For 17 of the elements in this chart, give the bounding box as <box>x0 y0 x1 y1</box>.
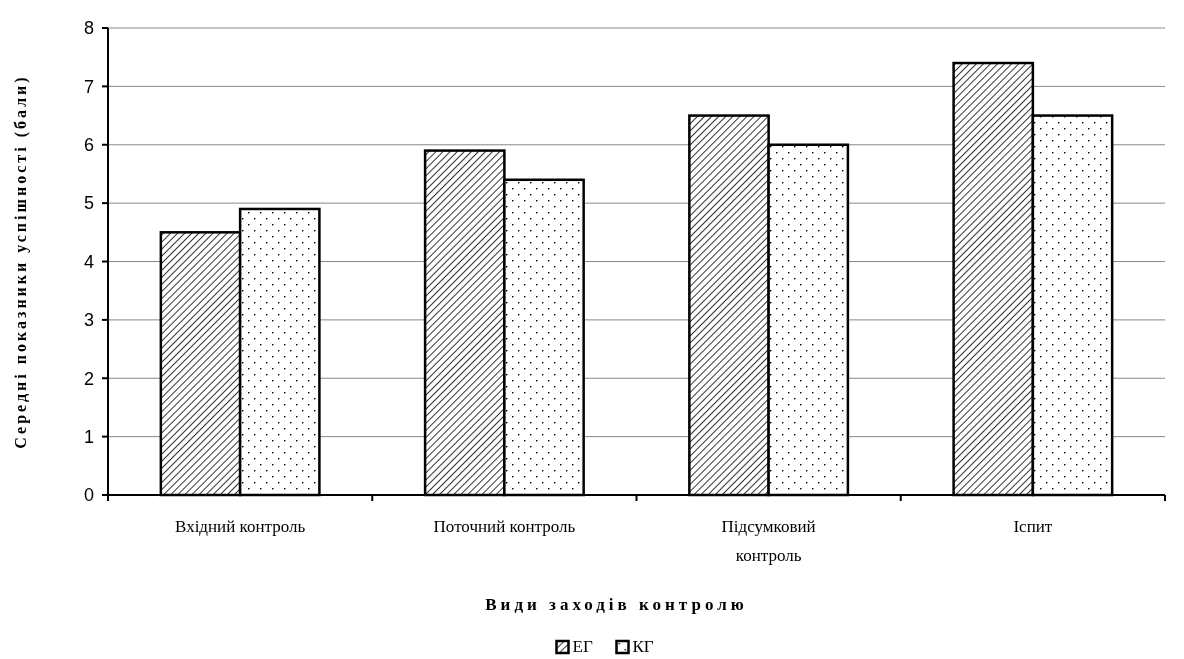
y-tick-label: 0 <box>83 485 94 506</box>
legend-label: КГ <box>632 637 654 656</box>
y-tick-label: 4 <box>83 251 94 272</box>
x-tick-label: Іспит <box>1013 517 1053 536</box>
x-axis-title: Види заходів контролю <box>485 595 748 614</box>
y-tick-label: 7 <box>83 76 94 97</box>
y-tick-label: 6 <box>83 135 94 156</box>
y-axis-title: Середні показники успішності (бали) <box>12 74 30 449</box>
y-tick-label: 8 <box>83 18 94 39</box>
x-tick-label: Підсумковий контроль <box>721 517 816 565</box>
legend-label: ЕГ <box>572 637 593 656</box>
y-tick-label: 1 <box>83 426 94 447</box>
x-tick-label: Поточний контроль <box>433 517 576 536</box>
x-tick-label: Вхідний контроль <box>175 517 306 536</box>
y-tick-label: 2 <box>83 368 94 389</box>
y-tick-label: 3 <box>83 310 94 331</box>
y-tick-label: 5 <box>83 193 94 214</box>
